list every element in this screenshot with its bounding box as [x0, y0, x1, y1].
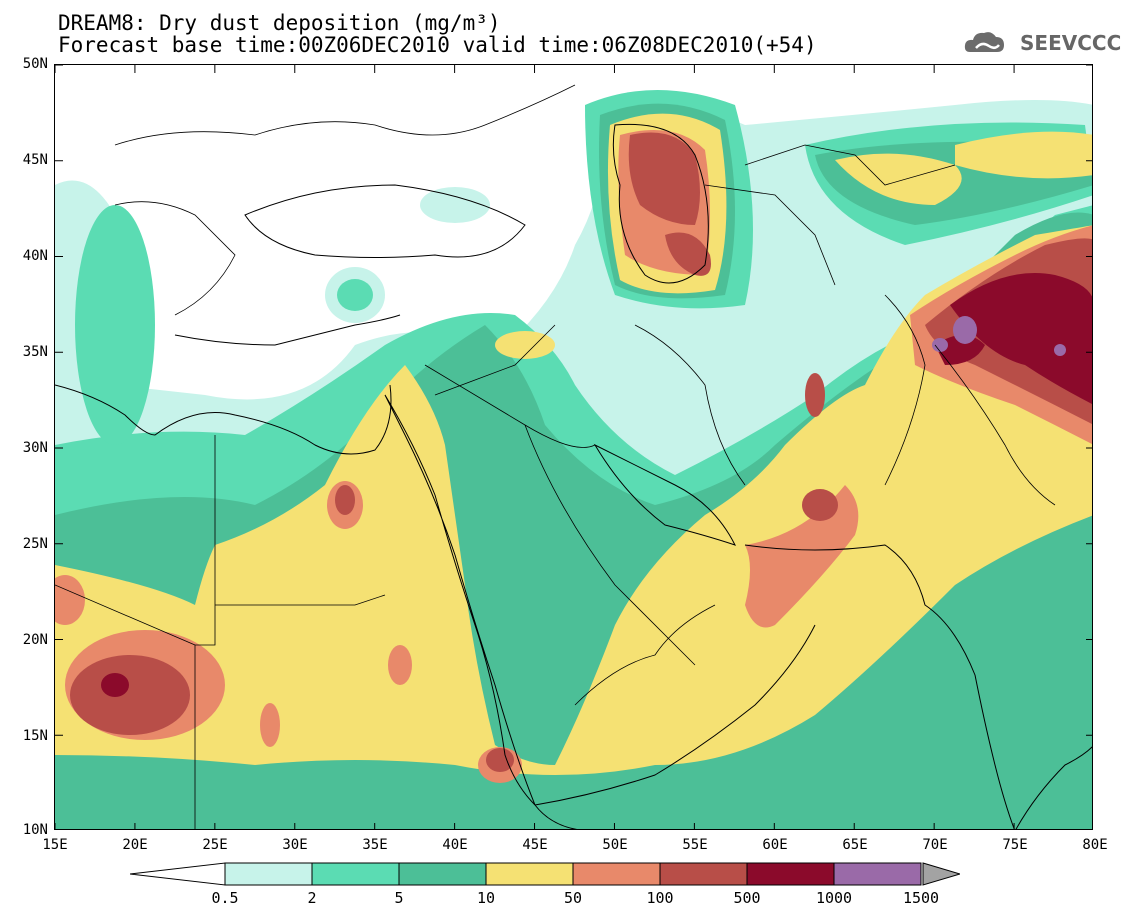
- lat-label-40n: 40N: [22, 248, 48, 264]
- lon-label-30e: 30E: [282, 837, 308, 853]
- map-subtitle: Forecast base time:00Z06DEC2010 valid ti…: [58, 33, 817, 57]
- colorbar-segment: [833, 862, 922, 886]
- lon-label-55e: 55E: [682, 837, 708, 853]
- country-borders: [55, 84, 1056, 829]
- dust-level-c8: [932, 316, 1066, 356]
- colorbar-label-8: 1500: [902, 889, 940, 907]
- lon-label-75e: 75E: [1002, 837, 1028, 853]
- lat-label-15n: 15N: [22, 728, 48, 744]
- colorbar-segment: [485, 862, 574, 886]
- colorbar-label-4: 50: [563, 889, 583, 907]
- lat-label-30n: 30N: [22, 440, 48, 456]
- colorbar: [130, 862, 960, 886]
- lat-label-50n: 50N: [22, 56, 48, 72]
- lon-label-40e: 40E: [442, 837, 468, 853]
- lon-label-20e: 20E: [122, 837, 148, 853]
- lon-label-45e: 45E: [522, 837, 548, 853]
- lon-label-65e: 65E: [842, 837, 868, 853]
- colorbar-label-5: 100: [646, 889, 674, 907]
- dust-deposition-map: [54, 64, 1093, 830]
- map-title: DREAM8: Dry dust deposition (mg/m³): [58, 11, 501, 35]
- colorbar-label-6: 500: [733, 889, 761, 907]
- lon-label-50e: 50E: [602, 837, 628, 853]
- map-canvas: [55, 65, 1092, 829]
- lon-label-60e: 60E: [762, 837, 788, 853]
- colorbar-segment: [746, 862, 835, 886]
- lat-label-10n: 10N: [22, 822, 48, 838]
- logo-text: SEEVCCC: [1020, 31, 1122, 55]
- dust-level-c7: [101, 273, 1092, 697]
- colorbar-segment: [659, 862, 748, 886]
- lon-label-80e: 80E: [1082, 837, 1108, 853]
- lat-label-35n: 35N: [22, 344, 48, 360]
- colorbar-label-1: 2: [307, 889, 317, 907]
- frame-ticks: [55, 65, 1092, 829]
- colorbar-under-arrow: [130, 862, 226, 886]
- lon-label-15e: 15E: [42, 837, 68, 853]
- colorbar-label-7: 1000: [815, 889, 853, 907]
- colorbar-segment: [311, 862, 400, 886]
- coastlines: [55, 123, 1092, 829]
- colorbar-label-3: 10: [476, 889, 496, 907]
- colorbar-segment: [224, 862, 313, 886]
- colorbar-label-0: 0.5: [211, 889, 239, 907]
- colorbar-label-2: 5: [394, 889, 404, 907]
- lon-label-35e: 35E: [362, 837, 388, 853]
- lat-label-45n: 45N: [22, 152, 48, 168]
- colorbar-over-arrow: [922, 862, 960, 886]
- lon-label-25e: 25E: [202, 837, 228, 853]
- cloud-icon: [964, 32, 1004, 52]
- colorbar-segment: [398, 862, 487, 886]
- lat-label-20n: 20N: [22, 632, 48, 648]
- colorbar-segment: [572, 862, 661, 886]
- lon-label-70e: 70E: [922, 837, 948, 853]
- lat-label-25n: 25N: [22, 536, 48, 552]
